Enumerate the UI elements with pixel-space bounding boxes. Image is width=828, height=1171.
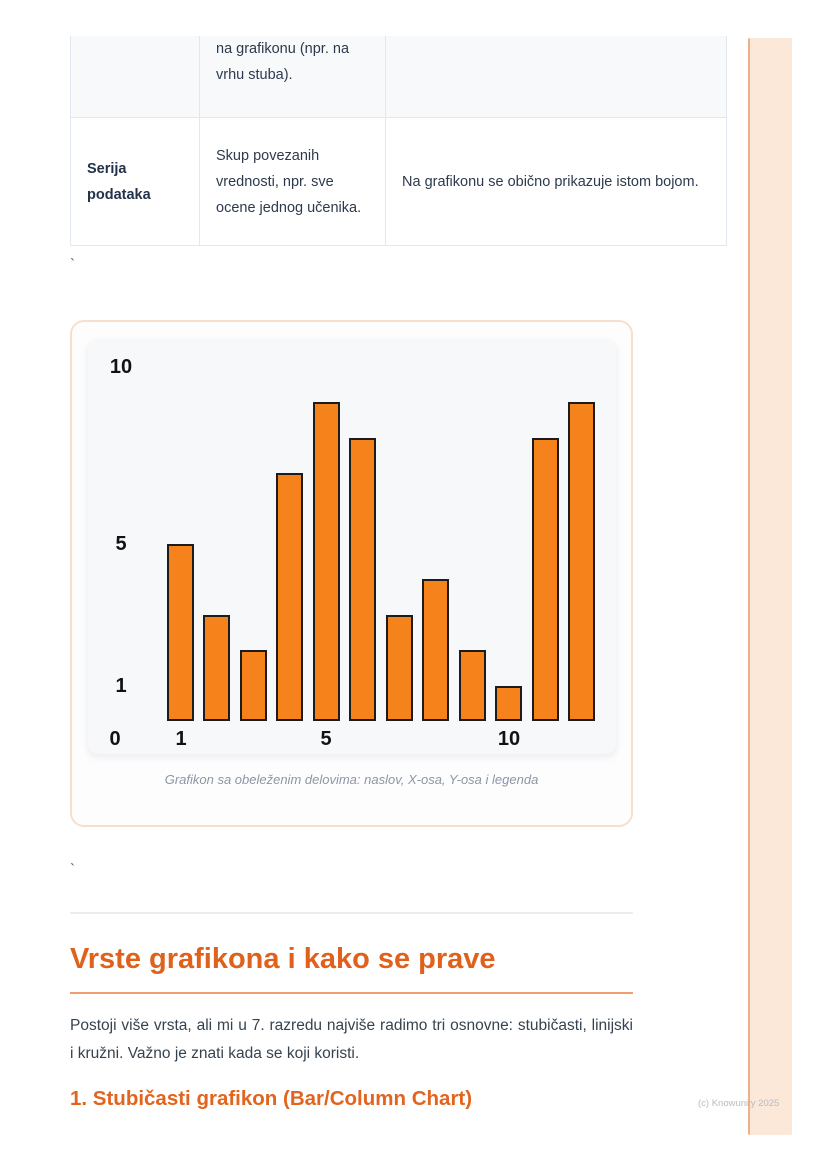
copyright-note: (c) Knowunity 2025 [698, 1098, 780, 1109]
chart-bar [349, 438, 376, 721]
page-edge-strip [748, 38, 792, 1135]
section-paragraph: Postoji više vrsta, ali mi u 7. razredu … [70, 1017, 633, 1062]
subsection-heading: 1. Stubičasti grafikon (Bar/Column Chart… [70, 1087, 473, 1110]
chart-bar [386, 615, 413, 721]
definition-table: na grafikonu (npr. na vrhu stuba). Serij… [70, 36, 727, 246]
stray-backtick: ` [70, 256, 75, 273]
x-tick-label: 1 [175, 728, 187, 750]
figure-caption: Grafikon sa obeleženim delovima: naslov,… [164, 772, 539, 787]
section-heading: Vrste grafikona i kako se prave [70, 942, 633, 994]
table-row: Serija podataka Skup povezanih vrednosti… [70, 117, 727, 246]
definition-cell: Skup povezanih vrednosti, npr. sve ocene… [199, 117, 386, 246]
note-cell: Na grafikonu se obično prikazuje istom b… [385, 117, 727, 246]
y-tick-label: 5 [115, 533, 127, 555]
y-tick-label: 1 [115, 675, 127, 697]
term-cell: Serija podataka [70, 117, 200, 246]
bar-chart: 10 5 1 0 1 5 10 [88, 339, 616, 754]
definition-cell: na grafikonu (npr. na vrhu stuba). [199, 36, 386, 118]
chart-bar [276, 473, 303, 721]
chart-bar [532, 438, 559, 721]
chart-bar [313, 402, 340, 721]
chart-bar [568, 402, 595, 721]
chart-bar [459, 650, 486, 721]
y-tick-label: 10 [109, 356, 133, 378]
origin-tick-label: 0 [109, 728, 121, 750]
term-cell [70, 36, 200, 118]
note-cell [385, 36, 727, 118]
chart-bar [167, 544, 194, 721]
stray-backtick: ` [70, 861, 75, 878]
table-row: na grafikonu (npr. na vrhu stuba). [70, 36, 727, 118]
x-tick-label: 5 [320, 728, 332, 750]
chart-bar [422, 579, 449, 721]
chart-bar [203, 615, 230, 721]
chart-bar [495, 686, 522, 721]
section-divider [70, 912, 633, 914]
chart-bar [240, 650, 267, 721]
figure-card: 10 5 1 0 1 5 10 Grafikon sa obeleženim delovim… [70, 320, 633, 827]
x-tick-label: 10 [497, 728, 521, 750]
